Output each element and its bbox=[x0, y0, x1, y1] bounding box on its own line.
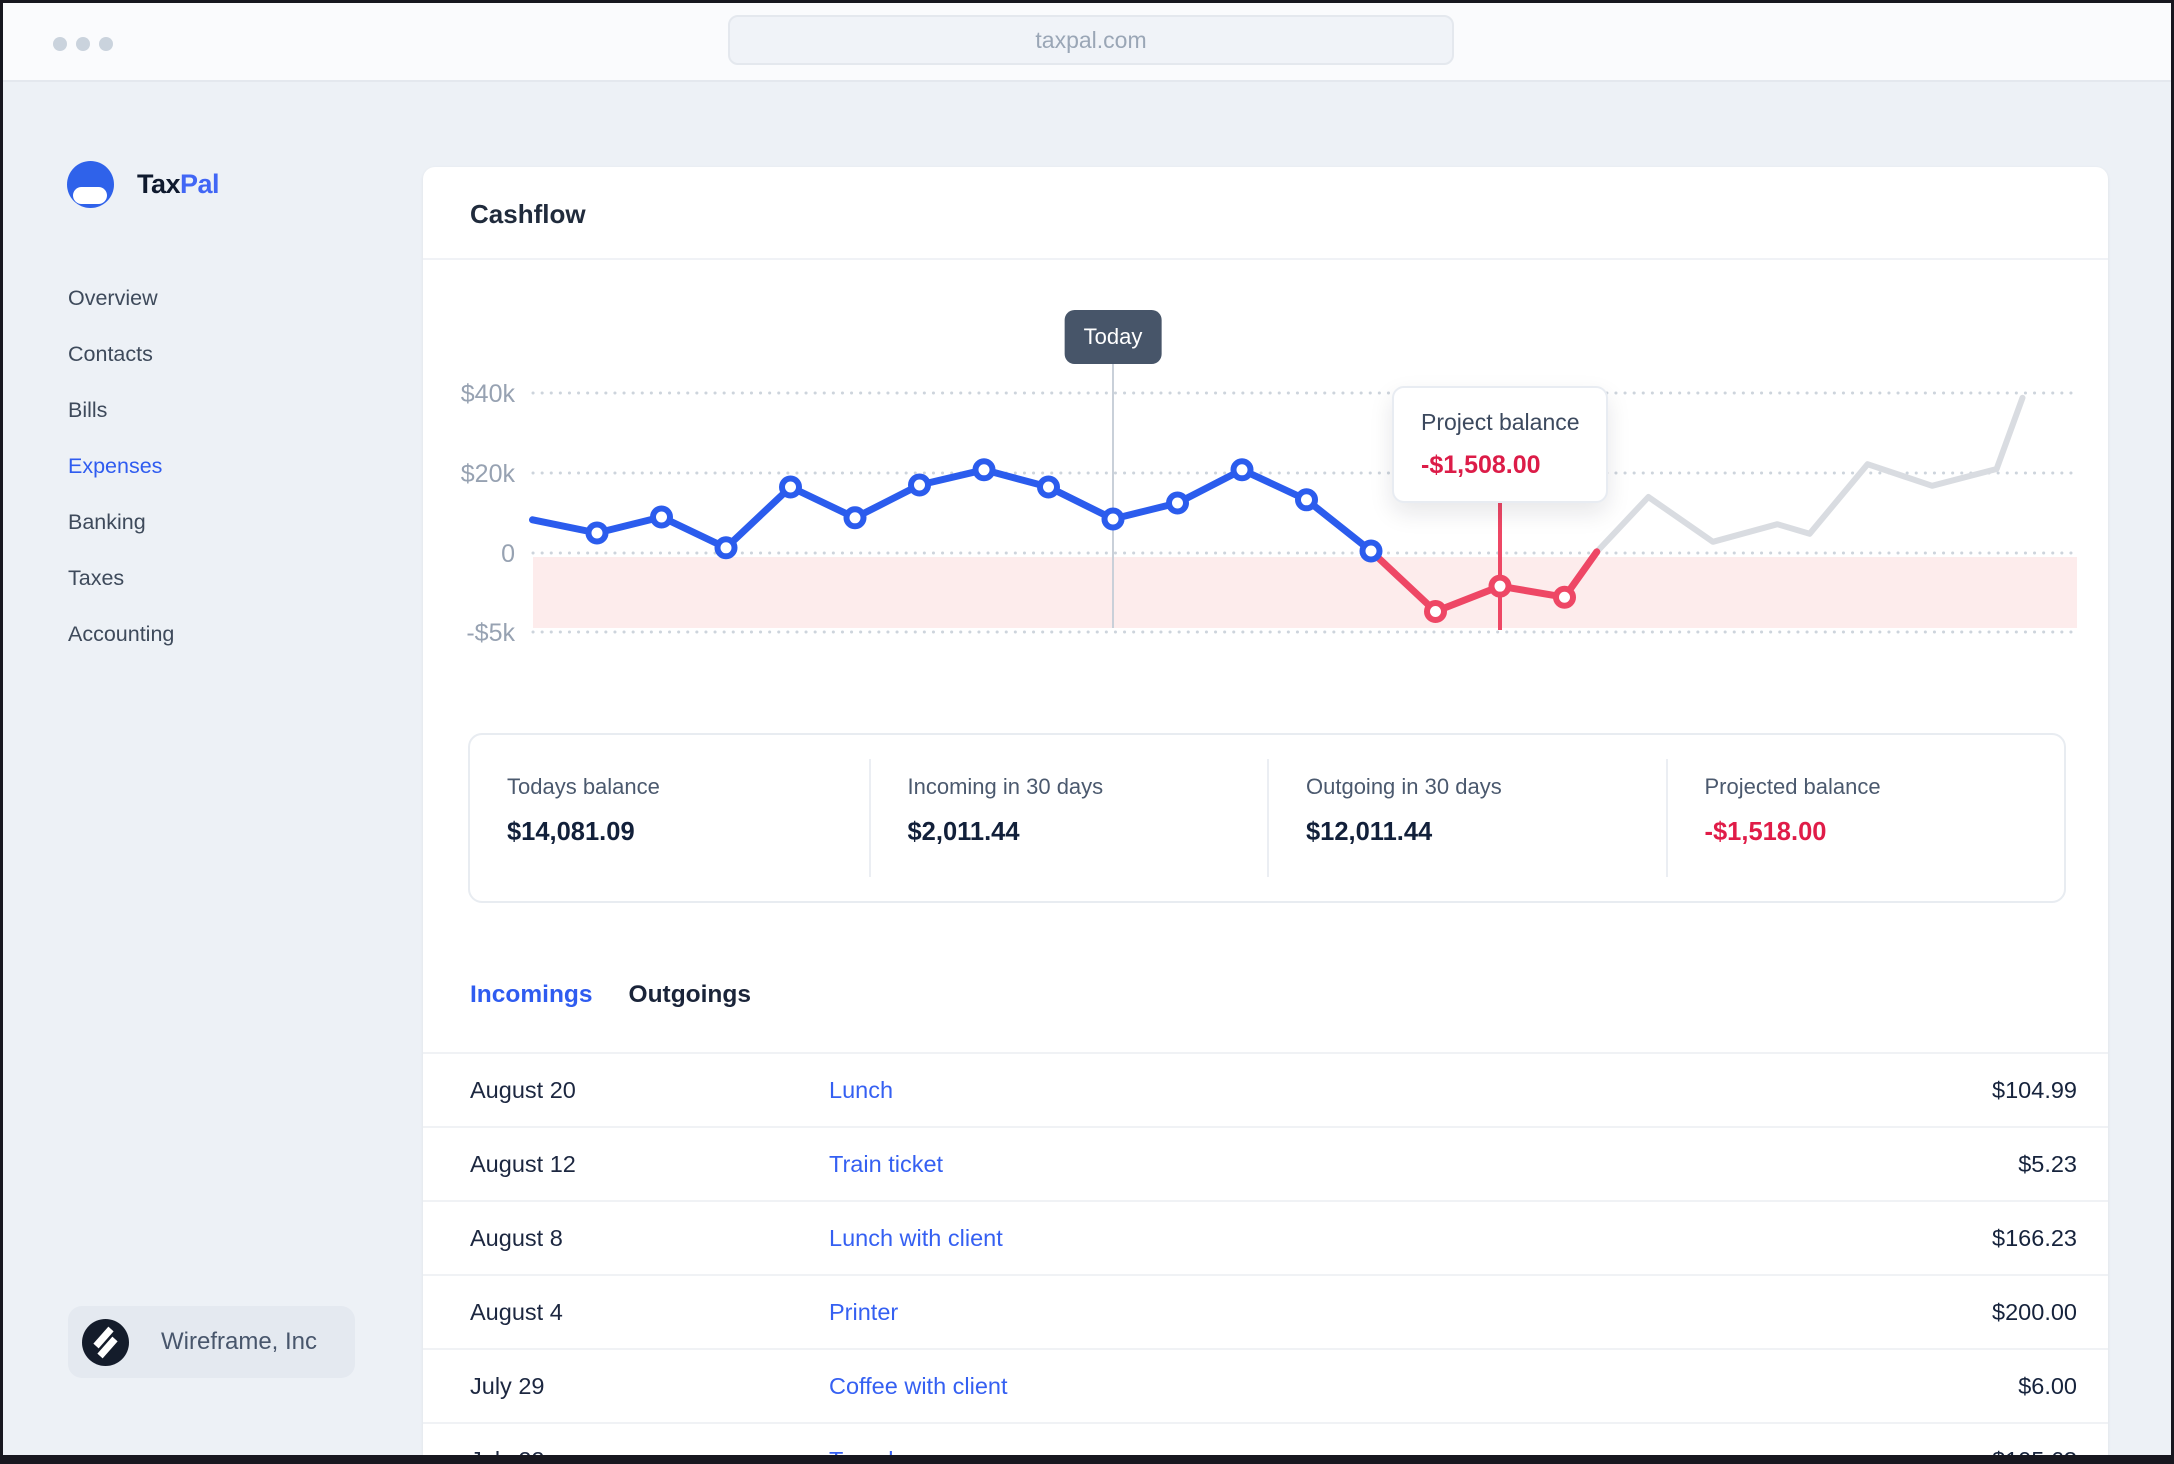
brand-logo[interactable]: TaxPal bbox=[67, 161, 220, 208]
tab-outgoings[interactable]: Outgoings bbox=[628, 981, 751, 1008]
sidebar-item-overview[interactable]: Overview bbox=[68, 286, 158, 310]
projected-balance-tooltip: Project balance -$1,508.00 bbox=[1392, 386, 1608, 503]
transaction-date: August 20 bbox=[470, 1076, 576, 1103]
transaction-date: August 12 bbox=[470, 1150, 576, 1177]
table-row: July 29 Coffee with client $6.00 bbox=[423, 1350, 2108, 1424]
browser-chrome: taxpal.com bbox=[0, 0, 2174, 82]
window-control-dot[interactable] bbox=[99, 37, 113, 51]
sidebar-item-expenses[interactable]: Expenses bbox=[68, 454, 163, 478]
table-row: August 8 Lunch with client $166.23 bbox=[423, 1202, 2108, 1276]
transaction-tabs: Incomings Outgoings bbox=[470, 981, 751, 1009]
transaction-amount: $5.23 bbox=[2018, 1150, 2077, 1177]
url-text: taxpal.com bbox=[1035, 26, 1147, 53]
org-badge[interactable]: Wireframe, Inc bbox=[68, 1306, 355, 1378]
window-control-dot[interactable] bbox=[76, 37, 90, 51]
stat-value: $2,011.44 bbox=[907, 818, 1020, 846]
stat-value: $12,011.44 bbox=[1306, 818, 1433, 846]
table-row: August 4 Printer $200.00 bbox=[423, 1276, 2108, 1350]
transaction-date: July 22 bbox=[470, 1446, 545, 1464]
transaction-amount: $166.23 bbox=[1992, 1224, 2077, 1251]
transaction-link[interactable]: Printer bbox=[829, 1298, 899, 1325]
today-label: Today bbox=[1083, 324, 1143, 349]
window-controls[interactable] bbox=[53, 37, 113, 51]
stat-label: Outgoing in 30 days bbox=[1306, 774, 1502, 799]
transaction-amount: $105.63 bbox=[1992, 1446, 2077, 1464]
stat-projected-balance: Projected balance -$1,518.00 bbox=[1665, 759, 2065, 877]
table-row: August 20 Lunch $104.99 bbox=[423, 1054, 2108, 1128]
window-control-dot[interactable] bbox=[53, 37, 67, 51]
transaction-link[interactable]: Coffee with client bbox=[829, 1372, 1008, 1399]
transaction-amount: $104.99 bbox=[1992, 1076, 2077, 1103]
tooltip-title: Project balance bbox=[1421, 409, 1580, 435]
sidebar-item-contacts[interactable]: Contacts bbox=[68, 342, 153, 366]
transaction-date: July 29 bbox=[470, 1372, 545, 1399]
stat-label: Projected balance bbox=[1704, 774, 1881, 799]
stat-outgoing-in-30-days: Outgoing in 30 days $12,011.44 bbox=[1267, 759, 1666, 877]
stat-label: Incoming in 30 days bbox=[907, 774, 1104, 799]
stat-todays-balance: Todays balance $14,081.09 bbox=[470, 759, 869, 877]
sidebar-item-taxes[interactable]: Taxes bbox=[68, 566, 125, 590]
header-divider bbox=[423, 258, 2108, 260]
transaction-link[interactable]: Train ticket bbox=[829, 1150, 944, 1177]
tooltip-value: -$1,508.00 bbox=[1421, 451, 1541, 479]
stat-incoming-in-30-days: Incoming in 30 days $2,011.44 bbox=[868, 759, 1268, 877]
transaction-link[interactable]: Lunch bbox=[829, 1076, 894, 1103]
diagonal-stripes-icon bbox=[82, 1318, 129, 1366]
table-row: July 22 Travel $105.63 bbox=[423, 1424, 2108, 1464]
table-row: August 12 Train ticket $5.23 bbox=[423, 1128, 2108, 1202]
transaction-date: August 8 bbox=[470, 1224, 563, 1251]
stat-value: $14,081.09 bbox=[507, 818, 635, 846]
stat-value: -$1,518.00 bbox=[1704, 818, 1827, 846]
page-title: Cashflow bbox=[470, 199, 586, 229]
sidebar-item-banking[interactable]: Banking bbox=[68, 510, 146, 534]
org-name: Wireframe, Inc bbox=[161, 1328, 318, 1355]
brand-name: TaxPal bbox=[137, 169, 220, 199]
sidebar-item-accounting[interactable]: Accounting bbox=[68, 622, 175, 646]
transaction-amount: $200.00 bbox=[1992, 1298, 2077, 1325]
today-tooltip: Today bbox=[1064, 310, 1162, 364]
url-bar[interactable]: taxpal.com bbox=[728, 15, 1454, 65]
stat-label: Todays balance bbox=[507, 774, 660, 799]
transaction-date: August 4 bbox=[470, 1298, 563, 1325]
transactions-table: August 20 Lunch $104.99 August 12 Train tick… bbox=[423, 1052, 2108, 1464]
stats-summary: Todays balance $14,081.09 Incoming in 30 d… bbox=[468, 733, 2066, 903]
transaction-link[interactable]: Travel bbox=[829, 1446, 894, 1464]
sidebar-nav: Overview Contacts Bills Expenses Banking Taxe… bbox=[68, 287, 174, 679]
tab-incomings[interactable]: Incomings bbox=[470, 981, 593, 1008]
transaction-amount: $6.00 bbox=[2018, 1372, 2077, 1399]
sidebar-item-bills[interactable]: Bills bbox=[68, 398, 108, 422]
taxpal-logo-icon bbox=[67, 161, 114, 208]
transaction-link[interactable]: Lunch with client bbox=[829, 1224, 1003, 1251]
